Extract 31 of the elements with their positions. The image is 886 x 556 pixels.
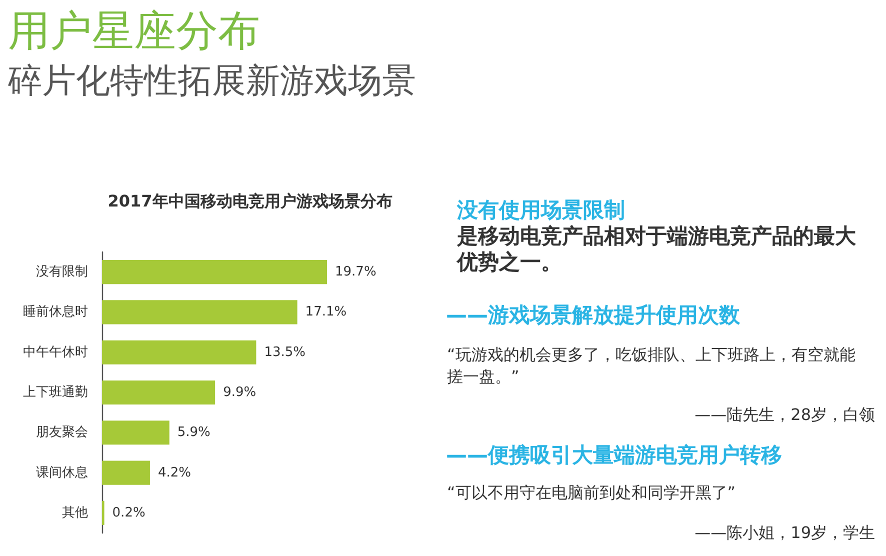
data-label: 9.9% bbox=[223, 385, 256, 400]
text: 没有使用场景限制 bbox=[457, 197, 625, 223]
bar bbox=[102, 260, 327, 284]
data-label: 17.1% bbox=[305, 304, 347, 320]
data-label: 19.7% bbox=[335, 264, 376, 280]
text: ——便携吸引大量端游电竞用户转移 bbox=[446, 442, 782, 468]
y-tick-label: 朋友聚会 bbox=[36, 425, 88, 440]
bar bbox=[102, 340, 256, 364]
text: 用户星座分布 bbox=[8, 6, 260, 56]
data-label: 13.5% bbox=[264, 344, 306, 360]
text: “可以不用守在电脑前到处和同学开黑了” bbox=[447, 482, 737, 504]
bar bbox=[102, 460, 150, 485]
bar bbox=[102, 420, 170, 445]
bar bbox=[102, 300, 298, 324]
text: ——陆先生，28岁，白领 bbox=[694, 404, 875, 426]
data-label: 5.9% bbox=[177, 425, 210, 440]
data-label: 4.2% bbox=[158, 465, 191, 480]
text: ——游戏场景解放提升使用次数 bbox=[446, 302, 740, 328]
y-tick-label: 上下班通勤 bbox=[23, 385, 88, 400]
text: “玩游戏的机会更多了，吃饭排队、上下班路上，有空就能搓一盘。” bbox=[447, 344, 856, 388]
y-tick-label: 课间休息 bbox=[36, 465, 88, 480]
text: ——陈小姐，19岁，学生 bbox=[694, 522, 875, 544]
y-tick-label: 睡前休息时 bbox=[23, 304, 88, 320]
chart-title: 2017年中国移动电竞用户游戏场景分布 bbox=[108, 192, 392, 210]
bar bbox=[102, 380, 216, 405]
data-label: 0.2% bbox=[112, 505, 146, 520]
y-tick-label: 没有限制 bbox=[36, 264, 88, 280]
text: 碎片化特性拓展新游戏场景 bbox=[8, 61, 416, 101]
y-tick-label: 其他 bbox=[62, 505, 88, 520]
y-tick-label: 中午午休时 bbox=[23, 344, 88, 360]
text: 是移动电竞产品相对于端游电竞产品的最大优势之一。 bbox=[457, 223, 857, 275]
